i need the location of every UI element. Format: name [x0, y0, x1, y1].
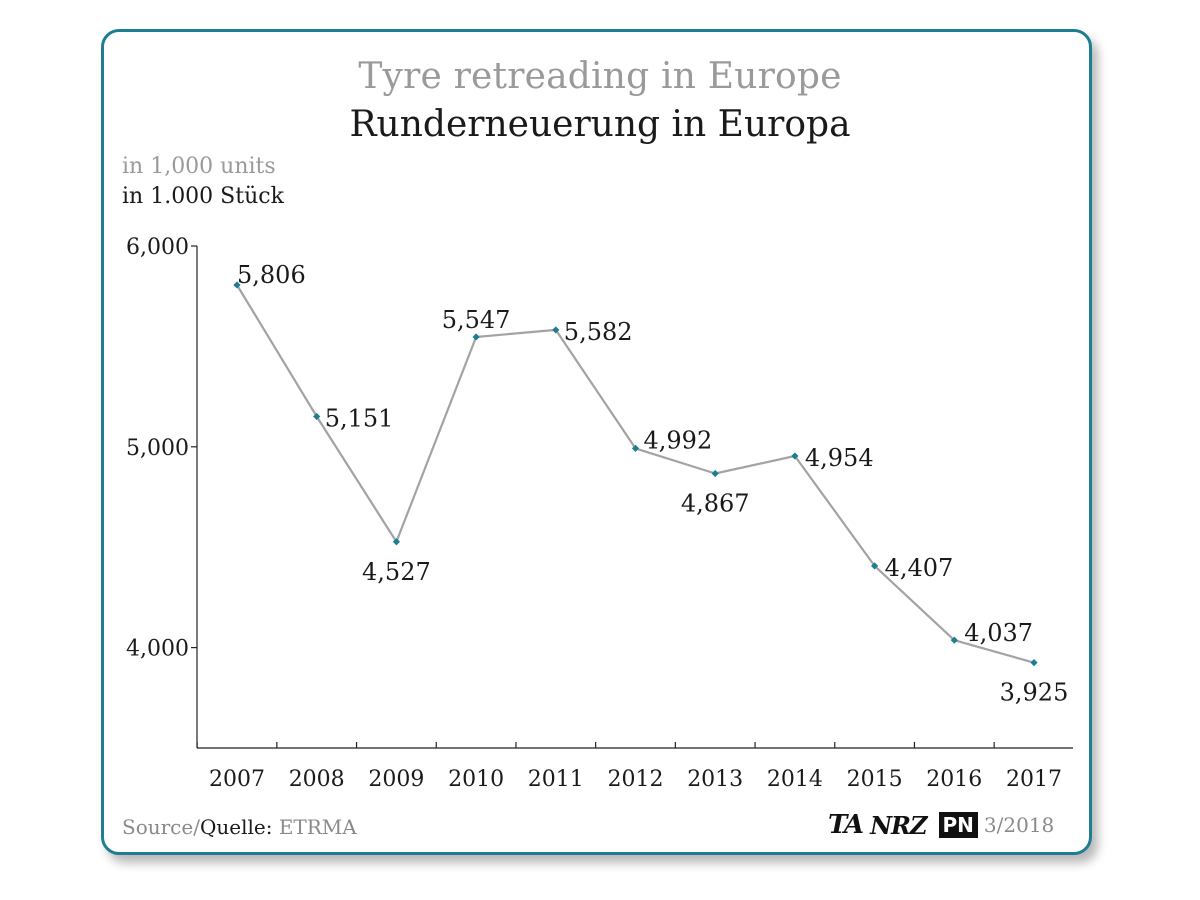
y-tick-label-5000: 5,000 — [126, 436, 189, 461]
x-tick-label-2011: 2011 — [528, 767, 584, 792]
x-tick-label-2009: 2009 — [368, 767, 424, 792]
data-label-2011: 5,582 — [564, 318, 633, 346]
data-point-2011 — [552, 326, 560, 334]
data-point-2009 — [392, 538, 400, 546]
data-label-2016: 4,037 — [964, 619, 1033, 647]
x-tick-label-2007: 2007 — [209, 767, 265, 792]
x-tick-label-2008: 2008 — [289, 767, 345, 792]
x-tick-label-2017: 2017 — [1006, 767, 1062, 792]
data-label-2012: 4,992 — [644, 426, 713, 454]
logo-nrz: NRZ — [870, 810, 927, 840]
data-point-2007 — [233, 281, 241, 289]
publisher-logos: TA NRZ PN 3/2018 — [828, 810, 1054, 840]
y-tick-label-4000: 4,000 — [126, 637, 189, 662]
data-point-2010 — [472, 333, 480, 341]
data-point-2013 — [711, 469, 719, 478]
source-note: Source/Quelle: ETRMA — [122, 815, 357, 839]
data-label-2013: 4,867 — [681, 490, 750, 518]
unit-label-en: in 1,000 units — [122, 154, 276, 179]
x-tick-label-2013: 2013 — [687, 767, 743, 792]
data-label-2014: 4,954 — [805, 444, 874, 472]
series-polyline — [236, 284, 1035, 664]
publication-date: 3/2018 — [983, 813, 1055, 837]
logo-ta: TA — [828, 810, 864, 840]
data-point-2016 — [950, 636, 958, 644]
x-tick-label-2014: 2014 — [767, 767, 823, 792]
y-tick-label-6000: 6,000 — [126, 235, 189, 260]
data-label-2008: 5,151 — [325, 404, 394, 432]
data-point-2014 — [791, 452, 799, 460]
data-point-2012 — [631, 444, 640, 453]
x-tick-label-2010: 2010 — [448, 767, 504, 792]
data-point-2017 — [1030, 659, 1038, 667]
logo-pn: PN — [938, 812, 978, 838]
data-labels: 5,806 5,151 4,527 5,547 5,582 4,992 4,867 4,954… — [237, 261, 1068, 707]
axes: 4,000 5,000 6,000 2007 2008 2009 2010 2011 2012 2… — [126, 235, 1073, 792]
data-point-2015 — [871, 562, 879, 570]
chart-title-en: Tyre retreading in Europe — [358, 56, 842, 97]
data-label-2015: 4,407 — [885, 554, 954, 582]
data-label-2009: 4,527 — [362, 558, 431, 586]
data-label-2007: 5,806 — [237, 261, 306, 289]
unit-label-de: in 1.000 Stück — [122, 184, 284, 209]
chart-card — [101, 29, 1092, 855]
x-tick-label-2012: 2012 — [608, 767, 664, 792]
source-value: ETRMA — [278, 815, 357, 839]
source-label-de: Quelle: — [199, 815, 273, 839]
x-tick-label-2016: 2016 — [926, 767, 982, 792]
source-label: Source/ — [122, 815, 200, 839]
x-tick-label-2015: 2015 — [847, 767, 903, 792]
data-label-2010: 5,547 — [442, 306, 511, 334]
series-line — [233, 281, 1038, 667]
chart-title-de: Runderneuerung in Europa — [349, 104, 851, 145]
data-label-2017: 3,925 — [1000, 679, 1069, 707]
data-point-2008 — [313, 412, 321, 421]
